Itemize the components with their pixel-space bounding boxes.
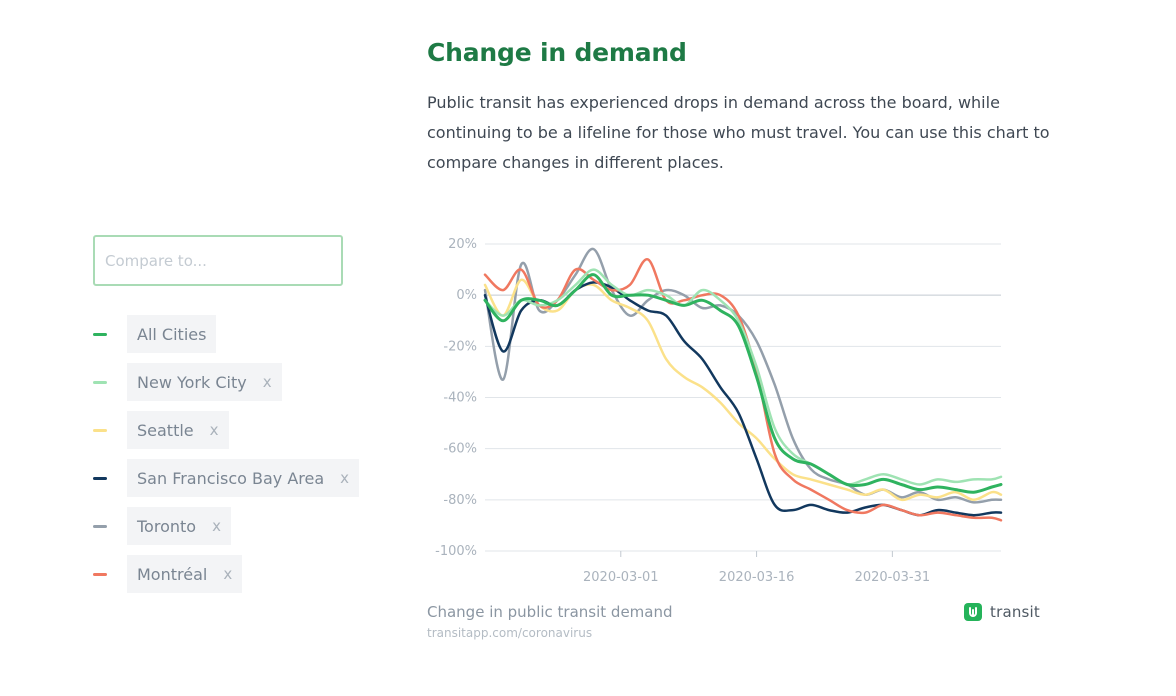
legend-chip[interactable]: Seattle x [127, 411, 229, 449]
y-tick-label: -20% [443, 339, 477, 354]
y-tick-label: -40% [443, 391, 477, 406]
legend-chip[interactable]: New York City x [127, 363, 282, 401]
source-link[interactable]: transitapp.com/coronavirus [427, 626, 593, 640]
y-tick-label: -60% [443, 442, 477, 457]
y-tick-label: -80% [443, 493, 477, 508]
x-tick-label: 2020-03-31 [855, 570, 931, 585]
remove-city-button[interactable]: x [212, 517, 221, 535]
series-line-new-york-city [483, 268, 1003, 486]
series-line-toronto [483, 247, 1003, 504]
remove-city-button[interactable]: x [209, 421, 219, 439]
transit-logo-icon [964, 603, 982, 621]
legend-swatch [93, 380, 107, 384]
y-tick-label: 0% [456, 288, 477, 303]
legend-chip[interactable]: Toronto x [127, 507, 231, 545]
remove-city-button[interactable]: x [223, 565, 233, 583]
series-line-seattle [483, 278, 1003, 502]
y-axis-ticks: 20% 0% -20% -40% -60% -80% -100% [435, 237, 477, 559]
legend-swatch [93, 332, 107, 336]
series-line-san-francisco-bay-area [483, 281, 1003, 517]
legend-label: New York City [137, 372, 247, 392]
compare-search-input[interactable] [93, 235, 343, 286]
legend-item-montreal: Montréal x [93, 555, 243, 593]
legend-chip[interactable]: Montréal x [127, 555, 243, 593]
remove-city-button[interactable]: x [340, 469, 350, 487]
legend-label: All Cities [137, 324, 207, 344]
y-tick-label: -100% [435, 544, 477, 559]
legend-item-seattle: Seattle x [93, 411, 229, 449]
y-tick-label: 20% [448, 237, 477, 252]
x-tick-label: 2020-03-01 [583, 570, 659, 585]
legend-item-new-york-city: New York City x [93, 363, 282, 401]
remove-city-button[interactable]: x [262, 373, 272, 391]
legend-item-all-cities: All Cities [93, 315, 217, 353]
legend-swatch [93, 524, 107, 528]
legend-swatch [93, 572, 107, 576]
chart-series [483, 247, 1003, 522]
legend-swatch [93, 476, 107, 480]
legend-label: Montréal [137, 564, 208, 584]
legend-label: Toronto [137, 516, 197, 536]
legend-item-toronto: Toronto x [93, 507, 231, 545]
page-title: Change in demand [427, 38, 687, 67]
legend-item-san-francisco-bay-area: San Francisco Bay Area x [93, 459, 360, 497]
x-tick-label: 2020-03-16 [719, 570, 795, 585]
series-line-all-cities [483, 273, 1003, 494]
legend-label: San Francisco Bay Area [137, 468, 325, 488]
transit-brand: transit [964, 603, 1040, 621]
legend-chip[interactable]: All Cities [127, 315, 217, 353]
legend-chip[interactable]: San Francisco Bay Area x [127, 459, 360, 497]
series-line-montreal [483, 258, 1003, 522]
intro-text: Public transit has experienced drops in … [427, 93, 1050, 172]
brand-name: transit [990, 603, 1041, 621]
x-axis-ticks: 2020-03-01 2020-03-16 2020-03-31 [583, 551, 930, 585]
legend-swatch [93, 428, 107, 432]
legend-label: Seattle [137, 420, 194, 440]
chart-caption: Change in public transit demand [427, 603, 673, 621]
demand-line-chart: 20%0%-20%-40%-60%-80%-100% 2020-03-01 202… [435, 237, 1003, 585]
